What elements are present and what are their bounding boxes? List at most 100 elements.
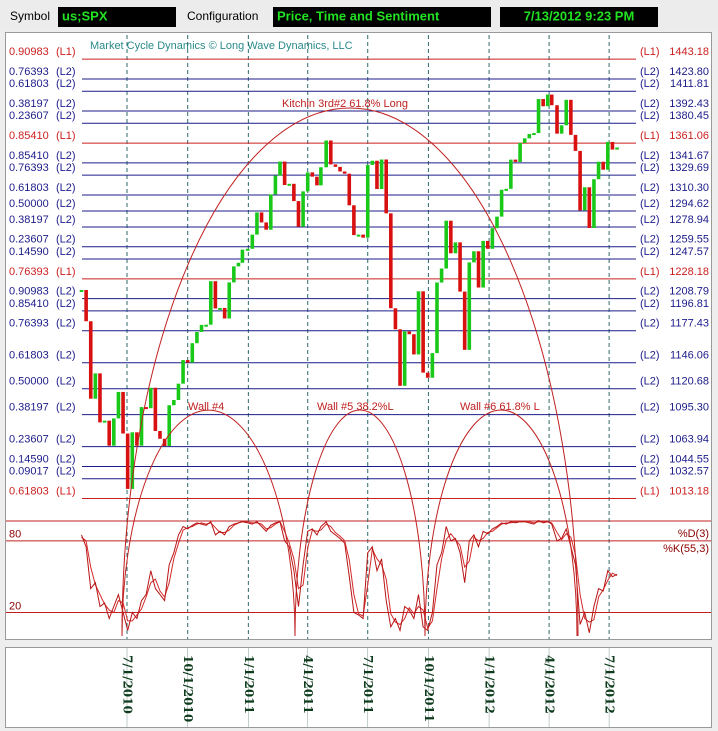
price-bar	[467, 262, 472, 350]
price-bar	[139, 407, 144, 446]
price-bar	[292, 183, 296, 202]
price-bar	[282, 161, 287, 186]
price-bar	[116, 391, 121, 419]
price-bar	[167, 405, 172, 446]
cycle-arc	[424, 409, 578, 637]
level-tier: (L2)	[640, 110, 660, 122]
level-price: 1361.06	[669, 130, 709, 142]
price-bar	[310, 172, 315, 177]
timestamp-box	[500, 7, 658, 27]
price-bar	[513, 159, 518, 162]
price-bar	[305, 172, 310, 192]
level-tier: (L2)	[640, 286, 660, 298]
x-tick-label: 10/1/2010	[181, 655, 195, 722]
x-tick-label: 10/1/2011	[422, 655, 436, 722]
level-price: 1177.43	[670, 318, 709, 330]
legend-label: %D(3)	[678, 528, 709, 540]
level-tier: (L2)	[56, 298, 76, 310]
level-price: 1278.94	[669, 214, 709, 226]
price-bar	[379, 159, 384, 190]
price-bar	[204, 324, 208, 327]
symbol-box[interactable]	[58, 7, 176, 27]
price-bar	[389, 213, 393, 309]
price-bar	[481, 240, 485, 288]
level-tier: (L2)	[56, 434, 76, 446]
level-tier: (L2)	[56, 150, 76, 162]
price-bar	[185, 360, 190, 363]
level-ratio: 0.76393	[9, 266, 49, 278]
price-bar	[245, 248, 250, 251]
price-bar	[416, 291, 421, 355]
level-tier: (L2)	[640, 198, 660, 210]
price-bar	[453, 242, 458, 254]
level-tier: (L1)	[640, 46, 660, 58]
level-ratio: 0.76393	[9, 162, 49, 174]
price-bar	[527, 133, 532, 139]
price-bar	[476, 251, 481, 288]
level-tier: (L2)	[56, 453, 76, 465]
price-bar	[499, 189, 504, 217]
price-bar	[153, 387, 158, 431]
price-bar	[545, 94, 550, 107]
level-tier: (L2)	[56, 318, 76, 330]
symbol-value[interactable]: us;SPX	[62, 8, 108, 23]
level-tier: (L2)	[56, 214, 76, 226]
price-bar	[98, 373, 102, 423]
level-tier: (L2)	[56, 466, 76, 478]
price-bar	[125, 433, 130, 489]
level-ratio: 0.85410	[9, 130, 49, 142]
price-bar	[121, 391, 125, 434]
price-bar	[319, 167, 323, 186]
price-bar	[347, 173, 352, 206]
level-tier: (L2)	[56, 350, 76, 362]
chart-panel	[5, 32, 712, 640]
osc-line	[81, 521, 618, 630]
price-bar	[610, 141, 615, 150]
price-bar	[250, 234, 255, 249]
level-tier: (L2)	[640, 234, 660, 246]
price-bar	[605, 141, 610, 170]
cycle-arc	[121, 409, 296, 637]
level-ratio: 0.61803	[9, 182, 49, 194]
price-bar	[84, 289, 88, 322]
level-price: 1247.57	[669, 246, 709, 258]
price-bar	[435, 282, 439, 354]
price-bar	[536, 99, 541, 134]
price-bar	[338, 166, 342, 172]
price-bar	[532, 133, 536, 136]
price-bar	[504, 188, 509, 191]
level-ratio: 0.50000	[9, 376, 49, 388]
price-bar	[402, 331, 407, 386]
price-bar	[259, 212, 264, 223]
level-tier: (L1)	[640, 485, 660, 497]
level-tier: (L2)	[640, 182, 660, 194]
price-bar	[541, 99, 545, 107]
level-price: 1310.30	[669, 182, 709, 194]
price-bar	[112, 418, 116, 446]
price-bar	[172, 400, 176, 406]
config-box[interactable]	[273, 7, 491, 27]
arc-label: Wall #5 38.2%L	[317, 401, 394, 413]
level-tier: (L2)	[56, 110, 76, 122]
price-bar	[472, 251, 476, 263]
price-bar	[458, 242, 462, 292]
price-bar	[273, 175, 278, 195]
level-price: 1044.55	[669, 453, 709, 465]
price-bar	[573, 134, 578, 151]
price-bar	[522, 138, 527, 143]
price-bar	[430, 353, 435, 378]
arc-label: Wall #4	[188, 401, 224, 413]
price-bar	[592, 179, 596, 228]
level-ratio: 0.85410	[9, 298, 49, 310]
level-price: 1423.80	[669, 66, 709, 78]
price-bar	[222, 307, 227, 319]
price-bar	[301, 191, 305, 227]
price-bar	[333, 164, 338, 167]
level-tier: (L2)	[640, 78, 660, 90]
config-value[interactable]: Price, Time and Sentiment	[277, 8, 440, 23]
level-tier: (L2)	[640, 350, 660, 362]
level-ratio: 0.76393	[9, 66, 49, 78]
level-tier: (L2)	[640, 318, 660, 330]
level-tier: (L2)	[56, 234, 76, 246]
level-price: 1259.55	[669, 234, 709, 246]
